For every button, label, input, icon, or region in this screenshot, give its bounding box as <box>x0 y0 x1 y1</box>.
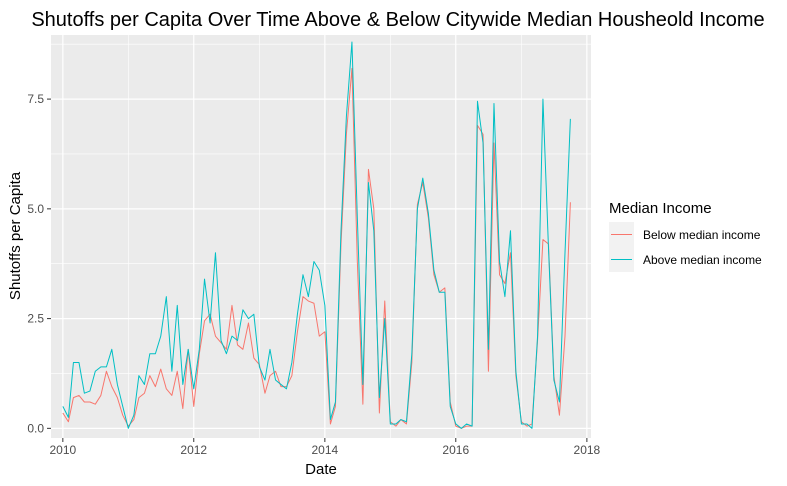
legend-label: Above median income <box>643 253 762 267</box>
chart-title: Shutoffs per Capita Over Time Above & Be… <box>31 9 764 31</box>
legend-label: Below median income <box>643 228 761 242</box>
x-axis-title: Date <box>305 461 337 478</box>
y-tick-label: 2.5 <box>27 312 44 326</box>
series-line-2 <box>62 41 571 429</box>
x-tick-label: 2014 <box>312 443 339 457</box>
x-axis: 2010 2012 2014 2016 2018 <box>49 438 601 457</box>
plot-panel <box>51 35 591 438</box>
series-lines <box>62 41 571 429</box>
y-tick-label: 0.0 <box>27 421 44 435</box>
x-tick-label: 2018 <box>574 443 601 457</box>
x-tick-label: 2010 <box>49 443 76 457</box>
y-axis: 0.0 2.5 5.0 7.5 <box>27 92 51 435</box>
legend-title: Median Income <box>609 200 712 217</box>
y-tick-label: 5.0 <box>27 202 44 216</box>
minor-gridlines <box>51 35 591 438</box>
x-tick-label: 2012 <box>180 443 207 457</box>
legend: Median Income Below median income Above m… <box>609 200 762 272</box>
y-tick-label: 7.5 <box>27 92 44 106</box>
major-gridlines <box>51 35 591 438</box>
x-tick-label: 2016 <box>442 443 469 457</box>
y-axis-title: Shutoffs per Capita <box>7 171 24 300</box>
